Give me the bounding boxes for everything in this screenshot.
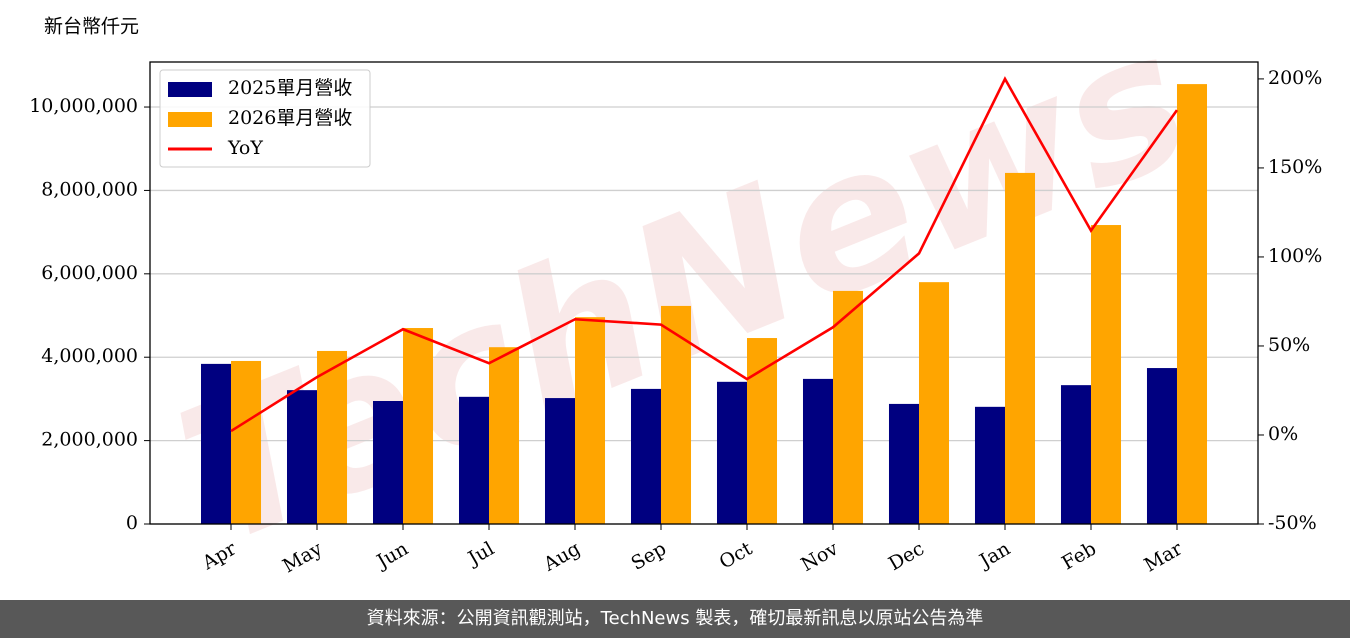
legend-swatch <box>168 112 212 127</box>
x-tick-label: Aug <box>539 538 584 577</box>
y2-tick-label: 200% <box>1268 67 1322 89</box>
legend-swatch <box>168 82 212 97</box>
plot-frame <box>149 61 1259 525</box>
x-tick-label: Dec <box>885 538 928 576</box>
bar <box>575 317 606 524</box>
footer: 資料來源：公開資訊觀測站，TechNews 製表，確切最新訊息以原站公告為準 <box>0 600 1350 638</box>
bar <box>918 282 950 524</box>
y2-tick-label: 50% <box>1268 334 1310 356</box>
bar <box>630 388 662 524</box>
x-tick-label: Feb <box>1058 538 1100 575</box>
y-tick-label: 2,000,000 <box>41 429 138 451</box>
x-tick-label: Sep <box>627 538 670 575</box>
x-tick-label: Jun <box>371 538 412 574</box>
y2-tick-label: -50% <box>1268 512 1317 534</box>
chart: 新台幣仟元 TechNews02,000,0004,000,0006,000,0… <box>29 0 1322 588</box>
bar <box>1176 84 1208 525</box>
y2-tick-label: 150% <box>1268 156 1322 178</box>
bar <box>746 338 778 524</box>
bar <box>317 350 348 524</box>
y-tick-label: 10,000,000 <box>29 95 138 117</box>
bar <box>200 363 232 524</box>
bar <box>716 381 747 524</box>
y2-tick-label: 0% <box>1268 423 1298 445</box>
x-tick-label: Oct <box>716 537 757 573</box>
bar <box>489 347 520 524</box>
legend-label: 2025單月營收 <box>228 77 352 99</box>
bar <box>372 400 404 524</box>
x-tick-label: Jul <box>463 538 498 571</box>
bar <box>1060 385 1091 524</box>
y-tick-label: 6,000,000 <box>41 262 138 284</box>
bar <box>286 390 318 524</box>
line <box>230 76 1179 433</box>
y-axis-label: 新台幣仟元 <box>44 16 139 38</box>
legend-box <box>159 69 371 168</box>
x-tick-label: Nov <box>797 537 842 576</box>
bar <box>974 406 1005 524</box>
bar <box>544 398 576 524</box>
bar <box>231 360 262 524</box>
y-tick-label: 4,000,000 <box>41 345 138 367</box>
bar <box>888 403 919 524</box>
legend-label: YoY <box>227 137 263 159</box>
bar <box>1146 368 1177 524</box>
bar <box>661 305 692 524</box>
bar <box>403 328 434 524</box>
x-tick-label: Jan <box>974 538 1014 574</box>
y-tick-label: 8,000,000 <box>41 178 138 200</box>
bar <box>1004 172 1036 524</box>
bar <box>1090 225 1122 524</box>
y2-tick-label: 100% <box>1268 245 1322 267</box>
bar <box>458 396 490 524</box>
bar <box>832 290 864 524</box>
bar <box>802 378 833 524</box>
y-tick-label: 0 <box>126 512 138 534</box>
x-tick-label: Mar <box>1140 537 1186 576</box>
legend-label: 2026單月營收 <box>228 107 352 129</box>
